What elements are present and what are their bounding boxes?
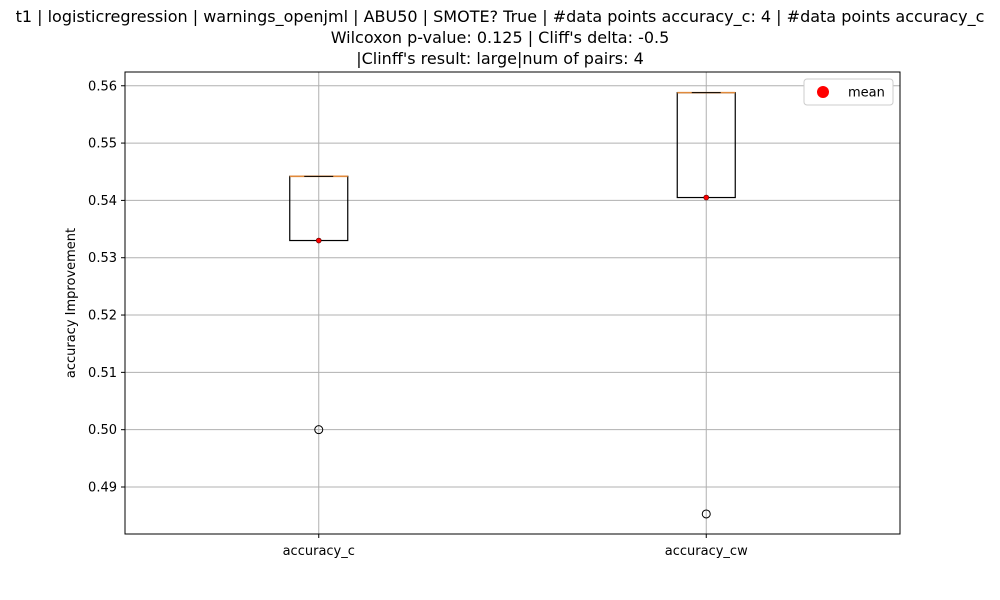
box-outlier-marker [701,509,711,519]
boxes-layer [289,91,736,519]
y-tick-label: 0.51 [88,366,117,381]
legend-frame [803,78,894,106]
chart-title-line-2: Wilcoxon p-value: 0.125 | Cliff's delta:… [331,28,670,47]
legend: mean [803,78,894,106]
y-tick-label: 0.53 [88,251,117,266]
ticks-layer: 0.49 0.50 0.51 0.52 0.53 0.54 0.55 0.56 accuracy… [88,79,748,559]
y-tick-label: 0.56 [88,79,117,94]
x-tick-label: accuracy_c [283,544,355,559]
y-tick-label: 0.55 [88,137,117,152]
box-mean-marker [315,237,322,244]
y-tick-label: 0.49 [88,480,117,495]
box-outlier-marker [314,425,324,435]
y-tick-label: 0.52 [88,309,117,324]
chart-title-line-3: |Clinff's result: large|num of pairs: 4 [356,49,644,68]
grid-lines [125,72,900,534]
legend-mean-label: mean [848,86,885,101]
legend-mean-marker [817,86,829,98]
y-axis-label: accuracy Improvement [64,228,79,378]
x-tick-label: accuracy_cw [665,544,748,559]
y-tick-label: 0.54 [88,194,117,209]
plot-frame [124,71,901,535]
y-tick-label: 0.50 [88,423,117,438]
box-mean-marker [703,194,710,201]
chart-title-line-1: t1 | logisticregression | warnings_openj… [16,7,985,27]
